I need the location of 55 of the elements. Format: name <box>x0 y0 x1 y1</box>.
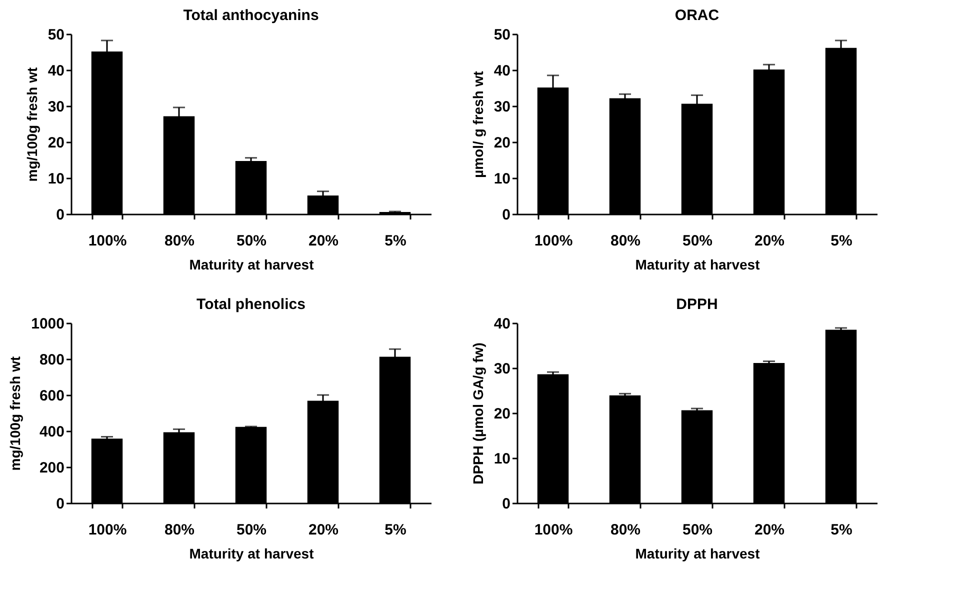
y-tick-label: 600 <box>39 388 64 404</box>
y-axis-title: DPPH (µmol GA/g fw) <box>470 342 486 484</box>
y-tick-label: 20 <box>48 134 64 152</box>
x-tick-label: 80% <box>610 232 641 250</box>
x-tick-label: 5% <box>830 232 852 250</box>
x-axis-title: Maturity at harvest <box>189 256 314 272</box>
x-tick-label: 50% <box>236 232 267 250</box>
x-axis-title: Maturity at harvest <box>635 546 760 562</box>
x-tick-label: 5% <box>384 522 406 538</box>
x-tick-label: 50% <box>236 522 267 538</box>
y-tick-label: 40 <box>494 62 510 80</box>
x-tick-label: 20% <box>308 232 339 250</box>
x-tick-label: 80% <box>610 522 641 538</box>
y-tick-label: 30 <box>48 98 64 116</box>
x-tick-label: 5% <box>830 522 852 538</box>
y-tick-label: 0 <box>56 496 64 512</box>
x-tick-label: 100% <box>88 522 127 538</box>
y-tick-label: 30 <box>494 98 510 116</box>
x-tick-label: 20% <box>754 522 785 538</box>
y-tick-label: 10 <box>494 450 510 468</box>
x-tick-label: 5% <box>384 232 406 250</box>
y-tick-label: 20 <box>494 406 510 422</box>
x-axis-title: Maturity at harvest <box>189 546 314 562</box>
y-tick-label: 0 <box>502 206 510 224</box>
y-tick-label: 0 <box>502 496 510 512</box>
y-tick-label: 40 <box>48 62 64 80</box>
chart-title: ORAC <box>674 7 720 24</box>
y-tick-label: 20 <box>494 134 510 152</box>
y-tick-label: 10 <box>494 170 510 188</box>
y-tick-label: 1000 <box>31 316 64 332</box>
chart-title: Total phenolics <box>196 296 306 313</box>
y-tick-label: 400 <box>39 424 64 440</box>
y-tick-label: 0 <box>56 206 64 224</box>
x-tick-label: 20% <box>754 232 785 250</box>
y-tick-label: 200 <box>39 460 64 476</box>
x-tick-label: 100% <box>534 522 573 538</box>
y-axis-title: mg/100g fresh wt <box>24 66 40 182</box>
y-axis-title: µmol/ g fresh wt <box>470 70 486 178</box>
x-tick-label: 80% <box>164 522 195 538</box>
y-tick-label: 30 <box>494 360 510 378</box>
y-tick-label: 10 <box>48 170 64 188</box>
chart-title: DPPH <box>676 296 718 313</box>
y-tick-label: 800 <box>39 352 64 368</box>
x-tick-label: 50% <box>682 232 713 250</box>
x-tick-label: 50% <box>682 522 713 538</box>
x-tick-label: 20% <box>308 522 339 538</box>
y-tick-label: 50 <box>48 26 64 44</box>
x-tick-label: 100% <box>534 232 573 250</box>
x-tick-label: 100% <box>88 232 127 250</box>
chart-title: Total anthocyanins <box>183 7 319 24</box>
y-tick-label: 50 <box>494 26 510 44</box>
y-tick-label: 40 <box>494 316 510 332</box>
y-axis-title: mg/100g fresh wt <box>7 356 24 471</box>
x-tick-label: 80% <box>164 232 195 250</box>
x-axis-title: Maturity at harvest <box>635 256 760 272</box>
